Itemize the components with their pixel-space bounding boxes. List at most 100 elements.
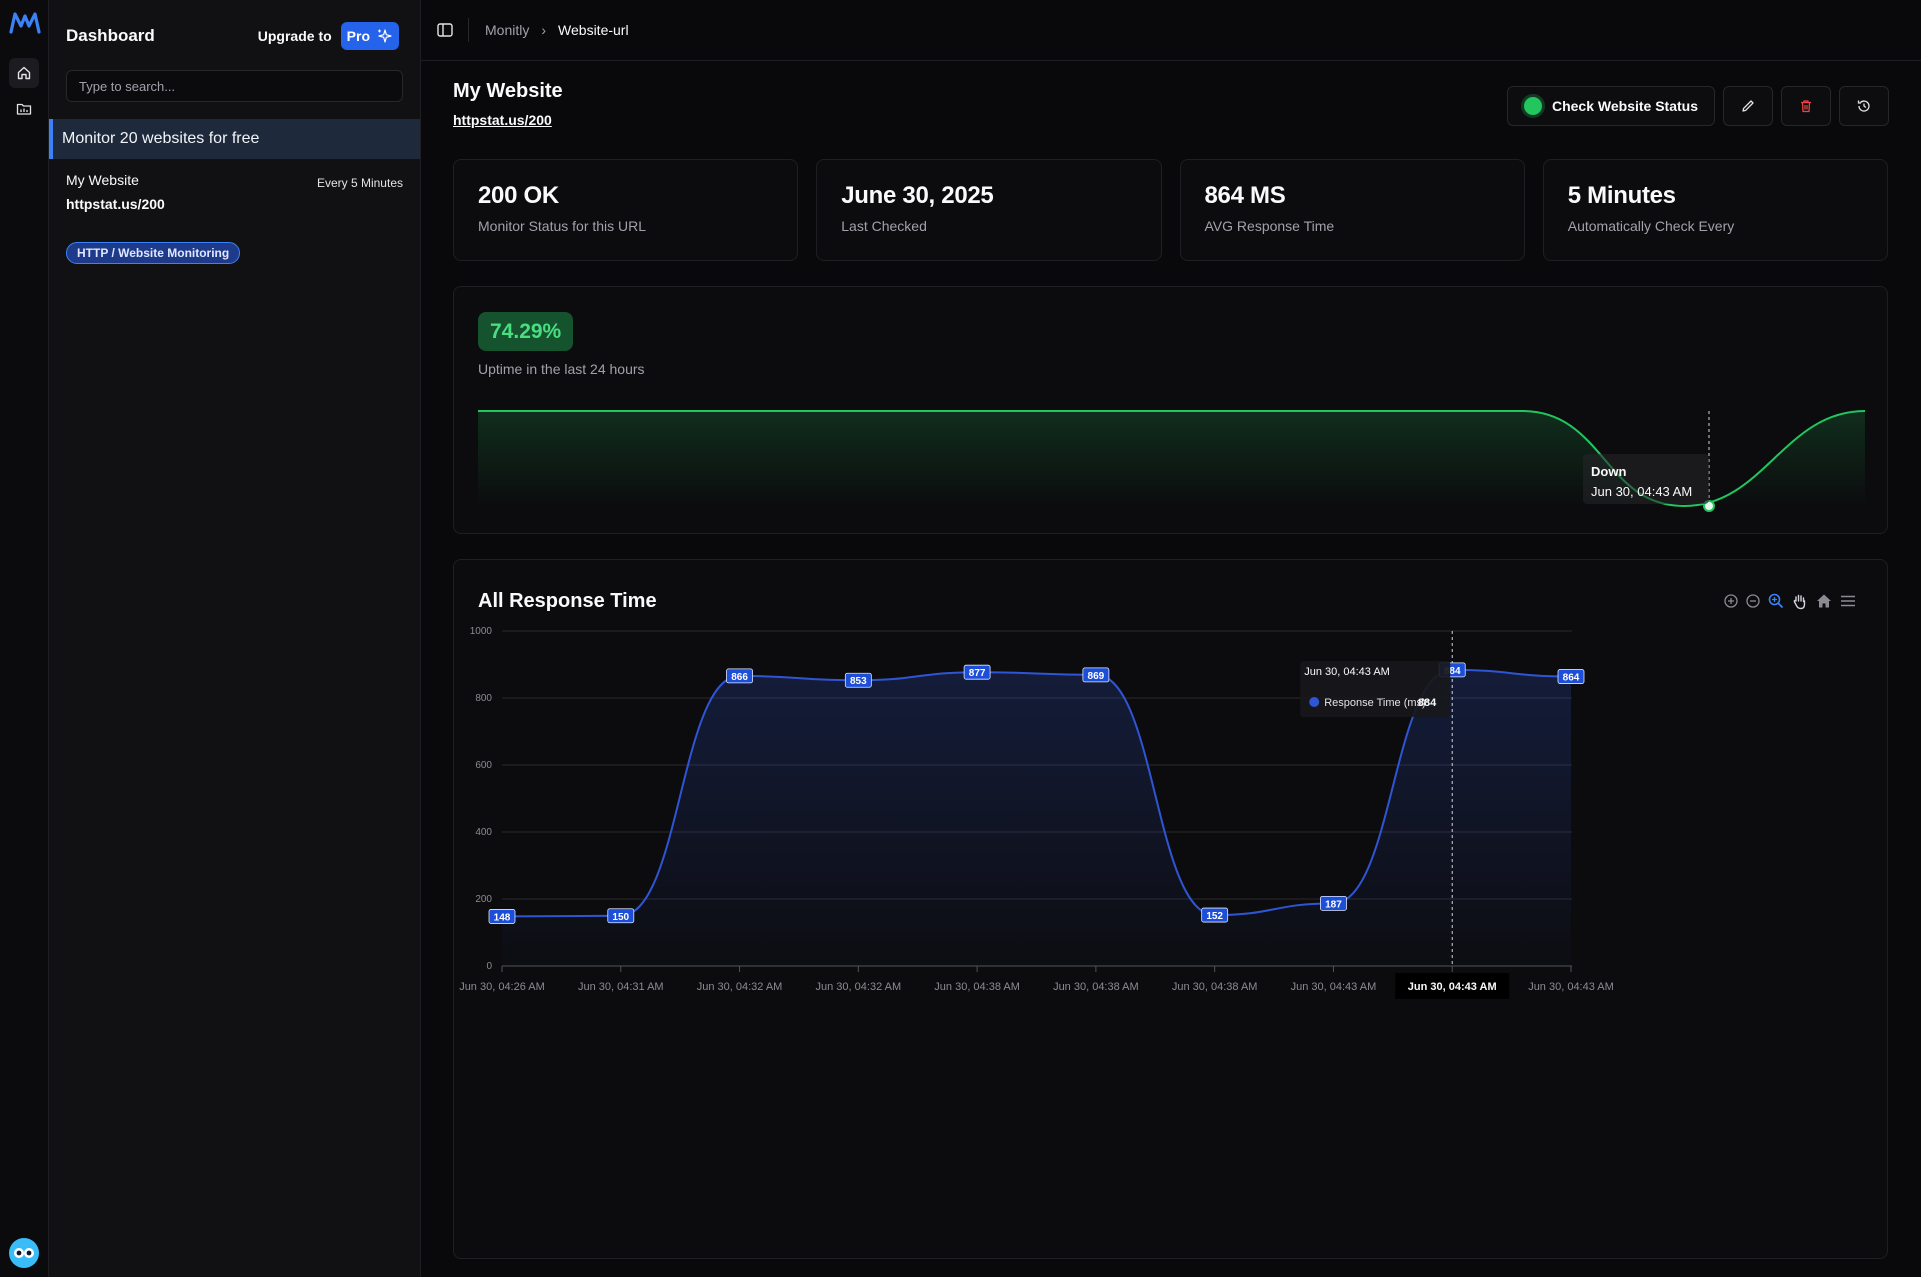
series-line [501, 668, 1572, 918]
x-tick-label: Jun 30, 04:38 AM [934, 981, 1020, 993]
delete-button[interactable] [1781, 86, 1831, 126]
top-bar: Monitly › Website-url [421, 0, 1921, 61]
chart-toolbar [1723, 592, 1857, 610]
monitor-type-badge: HTTP / Website Monitoring [66, 242, 241, 264]
data-label: 152 [1206, 911, 1223, 922]
data-label-box [844, 672, 872, 688]
check-status-label: Check Website Status [1551, 98, 1698, 114]
monitly-logo-icon[interactable] [8, 10, 42, 36]
data-label: 866 [731, 672, 748, 683]
data-label: 187 [1325, 899, 1342, 910]
stat-label: Monitor Status for this URL [478, 218, 647, 234]
data-label: 148 [494, 912, 511, 923]
uptime-card: Down Jun 30, 04:43 AM 74.29% Uptime in t… [453, 286, 1888, 534]
x-tick-label: Jun 30, 04:38 AM [1053, 981, 1139, 993]
tooltip-value: 884 [1418, 697, 1437, 709]
stat-label: Automatically Check Every [1567, 218, 1735, 234]
zoom-in-icon[interactable] [1723, 593, 1739, 609]
stat-value: 200 OK [478, 182, 559, 209]
stat-value: 864 MS [1204, 182, 1286, 209]
data-label-box [1320, 895, 1347, 911]
tooltip-title: Jun 30, 04:43 AM [1304, 666, 1390, 678]
chevron-right-icon: › [541, 22, 547, 38]
pro-label: Pro [346, 28, 370, 44]
site-list-item[interactable]: My Website Every 5 Minutes httpstat.us/2… [66, 172, 403, 212]
menu-icon[interactable] [1839, 592, 1857, 610]
breadcrumb-current: Website-url [558, 22, 629, 38]
stat-card-check-interval: 5 Minutes Automatically Check Every [1542, 159, 1888, 261]
edit-button[interactable] [1723, 86, 1773, 126]
stat-label: AVG Response Time [1204, 218, 1335, 234]
selection-zoom-icon[interactable] [1767, 592, 1785, 610]
home-icon[interactable] [9, 58, 39, 88]
x-tick-highlight [1395, 973, 1510, 999]
tooltip-series-label: Response Time (ms): [1324, 697, 1429, 709]
sidebar: Dashboard Upgrade to Pro Monitor 20 webs… [49, 0, 421, 1277]
action-bar: Check Website Status [1507, 86, 1889, 126]
search-input[interactable] [66, 70, 403, 102]
trash-icon [1801, 100, 1811, 113]
pan-hand-icon[interactable] [1791, 592, 1809, 610]
stat-value: June 30, 2025 [841, 182, 994, 209]
data-label-box [1082, 667, 1110, 683]
data-label-box [607, 908, 635, 924]
data-label-box [963, 664, 991, 680]
uptime-tooltip-bg [1583, 454, 1709, 504]
uptime-sparkline[interactable]: Down Jun 30, 04:43 AM [454, 287, 1889, 535]
site-frequency: Every 5 Minutes [316, 176, 403, 190]
tooltip-series-dot [1309, 697, 1320, 707]
uptime-area [478, 411, 1865, 506]
sparkles-icon [378, 29, 392, 43]
uptime-tooltip-title: Down [1591, 464, 1626, 479]
history-button[interactable] [1839, 86, 1889, 126]
tooltip-box [1300, 661, 1451, 717]
data-label: 869 [1088, 671, 1105, 682]
x-tick-label: Jun 30, 04:31 AM [578, 981, 664, 993]
data-label: 877 [969, 668, 986, 679]
data-label: 150 [612, 912, 629, 923]
x-tick-label: Jun 30, 04:38 AM [1172, 981, 1258, 993]
stat-card-status: 200 OK Monitor Status for this URL [453, 159, 799, 261]
data-label-box [1201, 907, 1229, 923]
page-url-link[interactable]: httpstat.us/200 [453, 112, 552, 128]
folder-chart-icon[interactable] [9, 94, 39, 124]
avatar[interactable] [9, 1238, 39, 1268]
y-tick-label: 1000 [470, 626, 493, 637]
sidebar-toggle-icon[interactable] [435, 20, 455, 40]
promo-banner[interactable]: Monitor 20 websites for free [49, 119, 420, 159]
upgrade-label: Upgrade to [257, 28, 332, 44]
x-tick-label: Jun 30, 04:26 AM [459, 981, 545, 993]
icon-rail [0, 0, 49, 1277]
zoom-out-icon[interactable] [1745, 593, 1761, 609]
stat-card-last-checked: June 30, 2025 Last Checked [816, 159, 1162, 261]
uptime-tooltip-time: Jun 30, 04:43 AM [1591, 484, 1692, 499]
data-label: 864 [1563, 673, 1580, 684]
site-url: httpstat.us/200 [66, 196, 165, 212]
y-tick-label: 0 [486, 961, 492, 972]
data-label: 884 [1444, 666, 1461, 677]
stats-row: 200 OK Monitor Status for this URL June … [453, 159, 1888, 261]
data-label-box [488, 909, 516, 924]
topbar-divider [468, 18, 469, 42]
stat-card-avg-response: 864 MS AVG Response Time [1179, 159, 1525, 261]
breadcrumb-root[interactable]: Monitly [485, 22, 530, 38]
response-time-card: 0 200 400 600 800 1000 Jun 30, 04:26 AM Jun 30,… [453, 559, 1888, 1259]
y-tick-label: 600 [475, 760, 492, 771]
owl-face-icon [14, 1248, 34, 1258]
home-reset-icon[interactable] [1815, 592, 1833, 610]
check-status-button[interactable]: Check Website Status [1507, 86, 1715, 126]
response-time-chart[interactable]: 0 200 400 600 800 1000 Jun 30, 04:26 AM Jun 30,… [454, 560, 1889, 1260]
uptime-line [478, 410, 1866, 508]
x-tick-label: Jun 30, 04:43 AM [1291, 981, 1377, 993]
sidebar-title: Dashboard [66, 26, 155, 45]
data-label-box [1557, 669, 1585, 684]
data-label: 853 [850, 676, 867, 687]
uptime-label: Uptime in the last 24 hours [478, 361, 645, 377]
pencil-icon [1742, 100, 1754, 112]
chart-title: All Response Time [478, 590, 657, 612]
upgrade-section: Upgrade to Pro [258, 22, 399, 50]
site-name: My Website [66, 172, 139, 188]
upgrade-pro-button[interactable]: Pro [340, 22, 399, 50]
stat-value: 5 Minutes [1567, 182, 1676, 209]
status-dot-icon [1523, 97, 1542, 115]
